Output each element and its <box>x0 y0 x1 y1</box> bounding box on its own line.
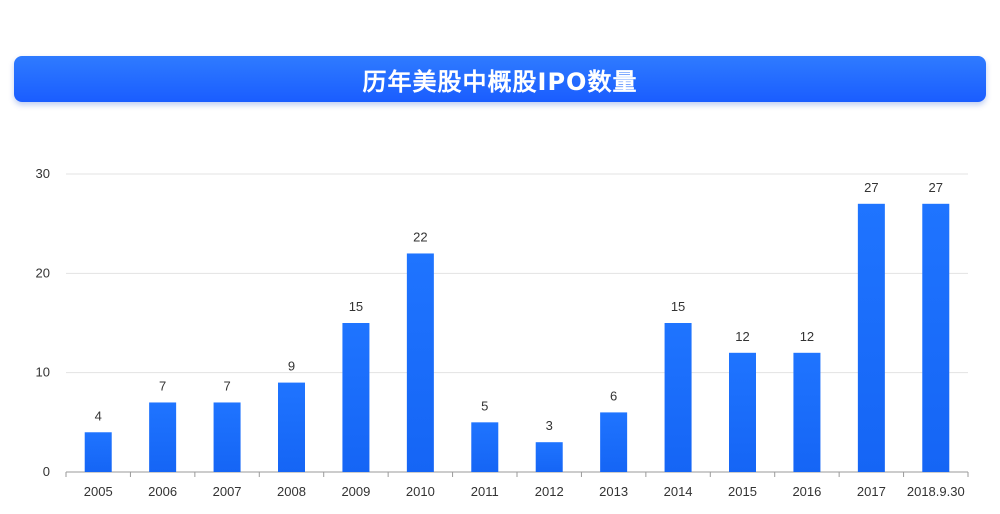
axes <box>65 471 969 477</box>
y-tick-label: 30 <box>36 166 50 181</box>
x-tick-label: 2008 <box>277 484 306 499</box>
data-label-2008: 9 <box>288 359 295 374</box>
bar-2006 <box>149 402 177 472</box>
bar-2010 <box>406 253 434 472</box>
bar-2015 <box>729 352 756 472</box>
data-label-2016: 12 <box>800 329 814 344</box>
y-tick-label: 20 <box>36 265 50 280</box>
x-tick-label: 2016 <box>792 484 821 499</box>
data-labels: 4 7 7 9 15 22 5 3 6 15 12 12 27 27 <box>95 180 943 433</box>
bar-2018.9.30 <box>922 203 950 473</box>
bar-2005 <box>84 432 112 472</box>
chart-title: 历年美股中概股IPO数量 <box>362 67 638 96</box>
bar-2013 <box>600 412 628 472</box>
x-tick-label: 2014 <box>664 484 693 499</box>
data-label-2006: 7 <box>159 378 166 393</box>
bar-2014 <box>664 323 692 472</box>
bar-2012 <box>535 442 563 472</box>
data-label-2010: 22 <box>413 229 427 244</box>
x-tick-label: 2007 <box>213 484 242 499</box>
data-label-2018.9.30: 27 <box>929 180 943 195</box>
bar-2011 <box>471 422 499 472</box>
bar-2016 <box>793 352 821 472</box>
bar-2007 <box>213 402 241 472</box>
x-tick-label: 2011 <box>471 484 499 499</box>
data-label-2011: 5 <box>481 398 488 413</box>
x-tick-label: 2018.9.30 <box>907 484 965 499</box>
x-tick-label: 2017 <box>857 484 886 499</box>
y-tick-label: 0 <box>43 464 50 479</box>
x-tick-label: 2013 <box>599 484 628 499</box>
x-tick-label: 2006 <box>148 484 177 499</box>
x-tick-label: 2012 <box>535 484 564 499</box>
data-label-2014: 15 <box>671 299 685 314</box>
x-axis-ticks: 2005 2006 2007 2008 2009 2010 2011 2012 2013 2014… <box>84 484 965 499</box>
bars <box>84 203 950 473</box>
data-label-2009: 15 <box>349 299 363 314</box>
data-label-2017: 27 <box>864 180 878 195</box>
bar-2009 <box>342 323 370 472</box>
data-label-2005: 4 <box>95 408 102 423</box>
gridlines <box>66 173 968 374</box>
data-label-2007: 7 <box>223 378 230 393</box>
x-tick-label: 2010 <box>406 484 435 499</box>
data-label-2013: 6 <box>610 388 617 403</box>
x-tick-label: 2015 <box>728 484 757 499</box>
data-label-2015: 12 <box>735 329 749 344</box>
chart-title-banner: 历年美股中概股IPO数量 <box>14 56 986 102</box>
y-tick-label: 10 <box>36 365 50 380</box>
bar-2017 <box>857 203 885 473</box>
bar-2008 <box>278 382 305 472</box>
data-label-2012: 3 <box>546 418 553 433</box>
x-tick-label: 2009 <box>341 484 370 499</box>
x-tick-label: 2005 <box>84 484 113 499</box>
y-axis-ticks: 0 10 20 30 <box>36 166 50 479</box>
